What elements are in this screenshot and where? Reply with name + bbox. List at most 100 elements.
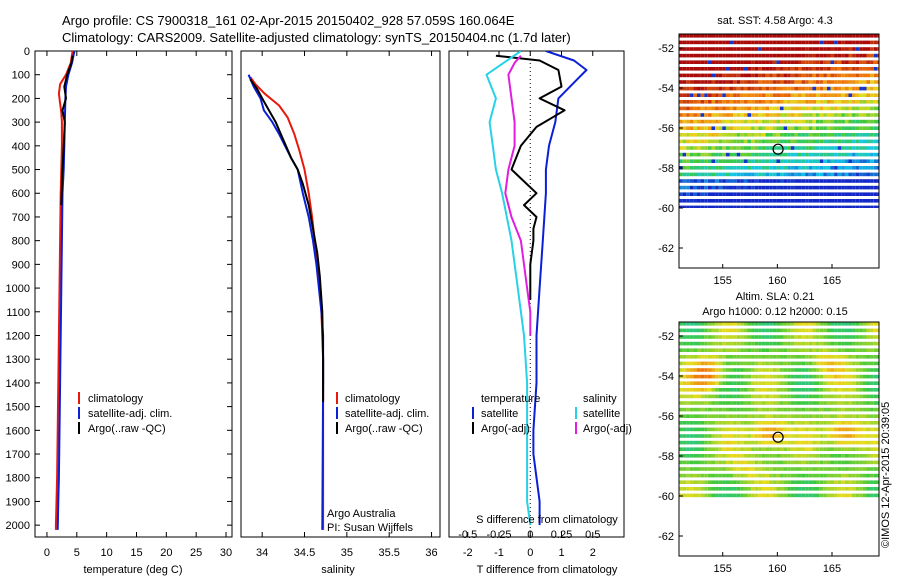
heatmap-cell	[700, 388, 705, 392]
heatmap-cell	[679, 185, 683, 190]
heatmap-cell	[787, 119, 791, 124]
heatmap-cell	[762, 440, 766, 445]
heatmap-cell	[729, 328, 734, 333]
heatmap-cell	[776, 460, 780, 465]
heatmap-cell	[830, 119, 835, 124]
x2-tick-label: 0.5	[585, 529, 600, 541]
heatmap-cell	[859, 440, 863, 445]
heatmap-cell	[700, 480, 705, 484]
heatmap-cell	[689, 53, 694, 58]
heatmap-cell	[740, 381, 744, 385]
heatmap-cell	[707, 368, 712, 372]
heatmap-cell	[862, 205, 867, 208]
heatmap-cell	[837, 146, 842, 150]
heatmap-cell	[765, 368, 770, 372]
heatmap-cell	[848, 460, 853, 465]
heatmap-cell	[812, 348, 816, 352]
heatmap-cell	[682, 166, 687, 170]
heatmap-cell	[866, 401, 871, 405]
heatmap-cell	[790, 447, 795, 451]
heatmap-cell	[762, 166, 766, 170]
heatmap-cell	[823, 493, 827, 498]
heatmap-cell	[819, 454, 824, 458]
heatmap-cell	[852, 434, 856, 438]
heatmap-cell	[844, 447, 849, 451]
heatmap-cell	[682, 139, 687, 144]
heatmap-cell	[765, 427, 770, 432]
heatmap-cell	[679, 67, 683, 71]
heatmap-cell	[852, 166, 856, 170]
heatmap-cell	[877, 454, 879, 458]
heatmap-cell	[751, 407, 755, 412]
heatmap-cell	[772, 447, 777, 451]
heatmap-cell	[693, 67, 697, 71]
heatmap-cell	[733, 434, 737, 438]
heatmap-cell	[812, 60, 816, 64]
heatmap-cell	[859, 146, 863, 150]
heatmap-cell	[729, 172, 734, 177]
heatmap-cell	[816, 166, 820, 170]
heatmap-cell	[740, 421, 744, 425]
heatmap-cell	[762, 113, 766, 117]
heatmap-cell	[707, 460, 712, 465]
heatmap-cell	[855, 53, 860, 58]
heatmap-cell	[743, 401, 748, 405]
heatmap-cell	[862, 100, 867, 104]
sst-map-title: sat. SST: 4.58 Argo: 4.3	[717, 15, 833, 27]
heatmap-cell	[798, 381, 802, 385]
heatmap-cell	[697, 106, 701, 111]
heatmap-cell	[812, 328, 816, 333]
heatmap-cell	[862, 199, 867, 203]
heatmap-cell	[740, 473, 744, 478]
heatmap-cell	[823, 159, 827, 163]
heatmap-cell	[697, 192, 701, 196]
heatmap-cell	[837, 388, 842, 392]
heatmap-cell	[877, 473, 879, 478]
heatmap-cell	[718, 460, 723, 465]
heatmap-cell	[772, 34, 777, 38]
heatmap-cell	[834, 341, 838, 346]
heatmap-cell	[870, 407, 874, 412]
heatmap-cell	[834, 166, 838, 170]
heatmap-cell	[841, 473, 845, 478]
heatmap-cell	[762, 348, 766, 352]
heatmap-cell	[686, 460, 690, 465]
heatmap-cell	[859, 139, 863, 144]
heatmap-cell	[718, 146, 723, 150]
heatmap-cell	[689, 205, 694, 208]
heatmap-cell	[729, 447, 734, 451]
heatmap-cell	[722, 355, 726, 359]
heatmap-cell	[837, 374, 842, 379]
heatmap-cell	[711, 67, 716, 71]
heatmap-cell	[682, 335, 687, 339]
heatmap-cell	[837, 322, 842, 326]
heatmap-cell	[794, 421, 798, 425]
heatmap-cell	[787, 407, 791, 412]
heatmap-cell	[736, 205, 741, 208]
heatmap-cell	[722, 335, 726, 339]
heatmap-cell	[765, 60, 770, 64]
heatmap-cell	[844, 421, 849, 425]
heatmap-cell	[715, 139, 719, 144]
heatmap-cell	[682, 126, 687, 130]
heatmap-cell	[758, 205, 762, 208]
heatmap-cell	[758, 67, 762, 71]
heatmap-cell	[783, 381, 788, 385]
heatmap-cell	[844, 126, 849, 130]
heatmap-cell	[812, 205, 816, 208]
heatmap-cell	[722, 381, 726, 385]
heatmap-cell	[852, 159, 856, 163]
heatmap-cell	[877, 86, 879, 91]
heatmap-cell	[855, 86, 860, 91]
salinity-axes-frame	[240, 50, 441, 538]
heatmap-cell	[736, 407, 741, 412]
heatmap-cell	[686, 407, 690, 412]
heatmap-cell	[859, 388, 863, 392]
heatmap-cell	[826, 172, 831, 177]
heatmap-cell	[859, 192, 863, 196]
heatmap-cell	[686, 192, 690, 196]
heatmap-cell	[754, 53, 759, 58]
heatmap-cell	[762, 126, 766, 130]
heatmap-cell	[837, 407, 842, 412]
heatmap-cell	[679, 467, 683, 471]
